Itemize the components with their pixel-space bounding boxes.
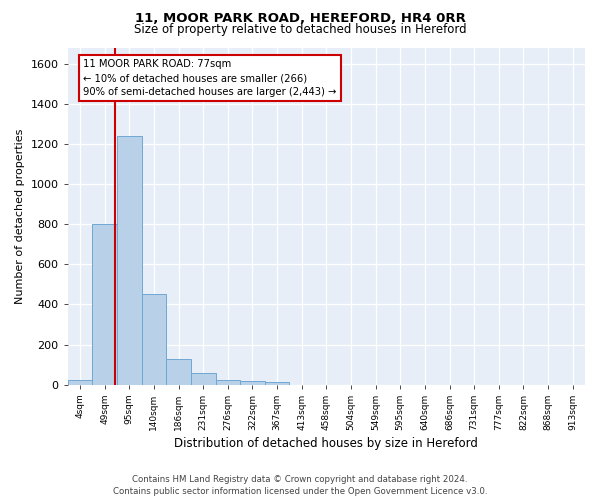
Text: Contains HM Land Registry data © Crown copyright and database right 2024.
Contai: Contains HM Land Registry data © Crown c… [113,474,487,496]
Bar [142,294,166,384]
Bar [68,380,92,384]
Bar [117,136,142,384]
Bar [92,224,117,384]
Bar [215,380,240,384]
X-axis label: Distribution of detached houses by size in Hereford: Distribution of detached houses by size … [175,437,478,450]
Bar [191,372,215,384]
Bar [166,358,191,384]
Bar [265,382,289,384]
Bar [240,381,265,384]
Y-axis label: Number of detached properties: Number of detached properties [15,128,25,304]
Text: 11 MOOR PARK ROAD: 77sqm
← 10% of detached houses are smaller (266)
90% of semi-: 11 MOOR PARK ROAD: 77sqm ← 10% of detach… [83,60,337,98]
Text: 11, MOOR PARK ROAD, HEREFORD, HR4 0RR: 11, MOOR PARK ROAD, HEREFORD, HR4 0RR [134,12,466,26]
Text: Size of property relative to detached houses in Hereford: Size of property relative to detached ho… [134,22,466,36]
